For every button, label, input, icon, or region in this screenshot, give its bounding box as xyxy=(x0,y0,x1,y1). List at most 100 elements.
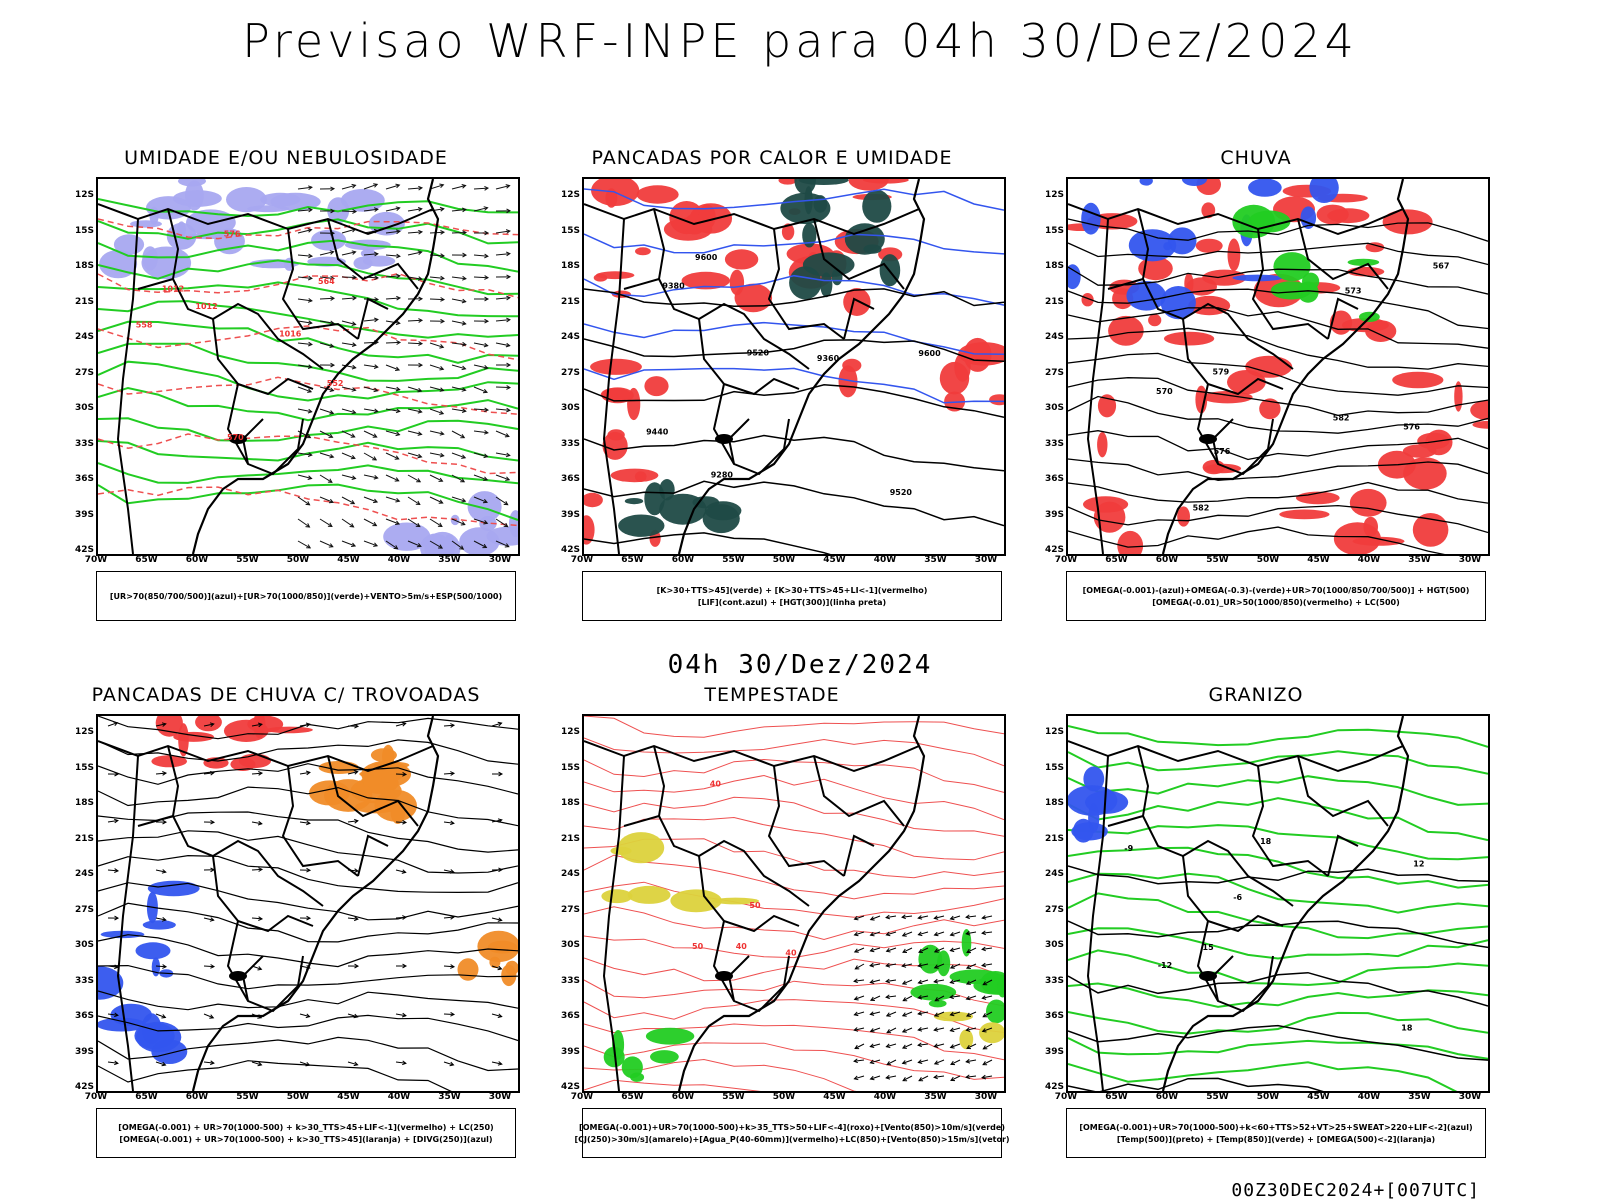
middle-timestamp: 04h 30/Dez/2024 xyxy=(0,650,1600,680)
lat-tick-label: 21S xyxy=(66,834,94,844)
legend-line: [OMEGA(-0.001)+UR>70(1000-500)+k<60+TTS>… xyxy=(1079,1123,1472,1132)
lat-tick-label: 21S xyxy=(1036,297,1064,307)
lon-tick-label: 70W xyxy=(567,555,597,565)
lat-tick-label: 21S xyxy=(1036,834,1064,844)
lat-tick-label: 36S xyxy=(552,1011,580,1021)
lon-tick-label: 45W xyxy=(820,555,850,565)
lon-tick-label: 60W xyxy=(1152,1092,1182,1102)
lat-tick-label: 24S xyxy=(552,869,580,879)
contour-label: -12 xyxy=(1158,961,1172,970)
contour-label: 9600 xyxy=(695,253,718,262)
legend-line: [OMEGA(-0.001)-(azul)+OMEGA(-0.3)-(verde… xyxy=(1083,586,1470,595)
lon-tick-label: 60W xyxy=(182,555,212,565)
lat-tick-label: 39S xyxy=(1036,1047,1064,1057)
contour-label: 40 xyxy=(736,942,748,951)
lon-tick-label: 65W xyxy=(1102,555,1132,565)
lon-tick-label: 35W xyxy=(921,1092,951,1102)
contour-label: 582 xyxy=(1193,504,1210,513)
lon-tick-label: 55W xyxy=(719,1092,749,1102)
legend-line: [OMEGA(-0.001)+UR>70(1000-500)+k>35_TTS>… xyxy=(579,1123,1005,1132)
lon-tick-label: 45W xyxy=(1304,1092,1334,1102)
lon-tick-label: 40W xyxy=(870,1092,900,1102)
contour-label: 50 xyxy=(749,901,761,910)
lat-tick-label: 30S xyxy=(552,940,580,950)
lon-tick-label: 55W xyxy=(1203,1092,1233,1102)
contour-label: 18 xyxy=(1260,837,1272,846)
panel-legend: [OMEGA(-0.001)+UR>70(1000-500)+k>35_TTS>… xyxy=(582,1108,1002,1158)
contour-label: -6 xyxy=(1233,893,1242,902)
panel-legend: [UR>70(850/700/500)](azul)+[UR>70(1000/8… xyxy=(96,571,516,621)
lat-tick-label: 27S xyxy=(552,368,580,378)
panel-title: PANCADAS POR CALOR E UMIDADE xyxy=(552,147,992,169)
lon-tick-label: 60W xyxy=(1152,555,1182,565)
lat-tick-label: 24S xyxy=(66,332,94,342)
lat-tick-label: 21S xyxy=(552,297,580,307)
contour-label: 576 xyxy=(1214,447,1231,456)
lon-tick-label: 60W xyxy=(182,1092,212,1102)
lat-tick-label: 39S xyxy=(66,510,94,520)
lon-tick-label: 70W xyxy=(1051,1092,1081,1102)
lat-tick-label: 42S xyxy=(1036,1082,1064,1092)
lat-tick-label: 15S xyxy=(66,226,94,236)
lat-tick-label: 33S xyxy=(552,439,580,449)
contour-label: 1012 xyxy=(162,284,184,293)
lon-tick-label: 55W xyxy=(719,555,749,565)
panel-title: PANCADAS DE CHUVA C/ TROVOADAS xyxy=(66,684,506,706)
contour-label: 15 xyxy=(1203,943,1215,952)
lon-tick-label: 30W xyxy=(971,1092,1001,1102)
lat-tick-label: 15S xyxy=(66,763,94,773)
contour-label: 9360 xyxy=(817,354,840,363)
lat-tick-label: 24S xyxy=(552,332,580,342)
lon-tick-label: 70W xyxy=(81,1092,111,1102)
lon-tick-label: 35W xyxy=(1405,555,1435,565)
lat-tick-label: 39S xyxy=(1036,510,1064,520)
contour-label: 18 xyxy=(1401,1024,1413,1033)
lat-tick-label: 36S xyxy=(66,1011,94,1021)
contour-label: 552 xyxy=(327,379,344,388)
lat-tick-label: 39S xyxy=(66,1047,94,1057)
panel-legend: [OMEGA(-0.001) + UR>70(1000-500) + k>30_… xyxy=(96,1108,516,1158)
lat-tick-label: 18S xyxy=(66,261,94,271)
legend-line: [UR>70(850/700/500)](azul)+[UR>70(1000/8… xyxy=(110,592,502,601)
contour-label: 9380 xyxy=(662,282,685,291)
lat-tick-label: 42S xyxy=(66,545,94,555)
lat-tick-label: 27S xyxy=(552,905,580,915)
contour-label: 576 xyxy=(224,230,241,239)
legend-line: [OMEGA(-0.001) + UR>70(1000-500) + k>30_… xyxy=(118,1123,493,1132)
lon-tick-label: 40W xyxy=(384,555,414,565)
contour-label: 564 xyxy=(318,277,335,286)
lat-tick-label: 27S xyxy=(66,368,94,378)
lon-tick-label: 35W xyxy=(921,555,951,565)
lon-tick-label: 60W xyxy=(668,1092,698,1102)
contour-label: 50 xyxy=(692,942,704,951)
lat-tick-label: 27S xyxy=(66,905,94,915)
lat-tick-label: 12S xyxy=(66,727,94,737)
lat-tick-label: 18S xyxy=(1036,261,1064,271)
contour-label: 9600 xyxy=(918,349,941,358)
lat-tick-label: 21S xyxy=(66,297,94,307)
lon-tick-label: 35W xyxy=(435,1092,465,1102)
map-frame xyxy=(96,714,520,1093)
lat-tick-label: 18S xyxy=(552,798,580,808)
contour-label: 40 xyxy=(785,949,797,958)
lon-tick-label: 35W xyxy=(435,555,465,565)
panel-legend: [OMEGA(-0.001)-(azul)+OMEGA(-0.3)-(verde… xyxy=(1066,571,1486,621)
contour-label: 576 xyxy=(1403,422,1420,431)
lat-tick-label: 33S xyxy=(66,439,94,449)
lat-tick-label: 12S xyxy=(66,190,94,200)
panel-legend: [OMEGA(-0.001)+UR>70(1000-500)+k<60+TTS>… xyxy=(1066,1108,1486,1158)
lat-tick-label: 39S xyxy=(552,510,580,520)
contour-label: 570 xyxy=(227,433,244,442)
lat-tick-label: 39S xyxy=(552,1047,580,1057)
lat-tick-label: 21S xyxy=(552,834,580,844)
lat-tick-label: 33S xyxy=(66,976,94,986)
